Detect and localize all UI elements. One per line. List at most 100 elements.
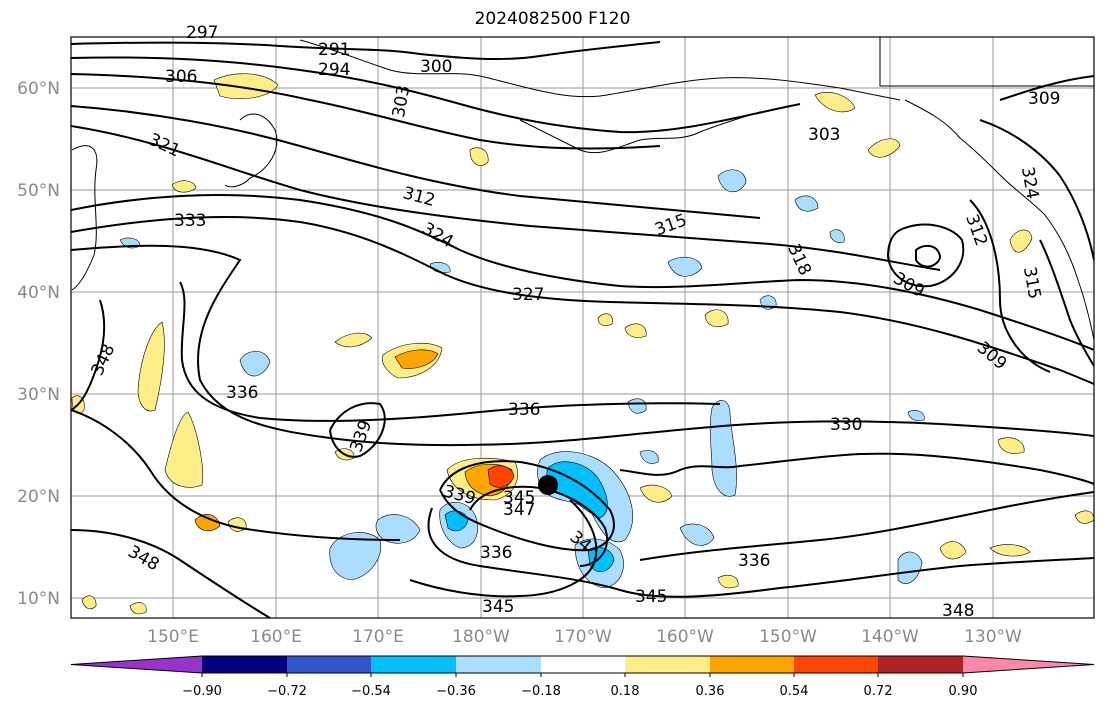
colorbar-tick-label: 0.36	[696, 684, 725, 699]
negative-anomaly-patch	[627, 398, 647, 414]
contour-line	[409, 499, 598, 598]
colorbar-tick-label: −0.54	[351, 684, 391, 699]
positive-anomaly-patch	[1074, 510, 1094, 524]
shaded-field	[71, 73, 1094, 615]
contour-line	[71, 105, 761, 219]
map-frame	[70, 36, 1095, 619]
colorbar-segment	[625, 656, 710, 673]
contour-line	[979, 119, 1094, 261]
lon-tick-label: 150°E	[147, 627, 199, 647]
colorbar-tick-label: 0.90	[949, 684, 978, 699]
positive-anomaly-patch	[171, 180, 197, 193]
positive-anomaly-patch	[989, 544, 1031, 557]
contour-label: 306	[165, 67, 197, 87]
positive-anomaly-patch	[81, 595, 97, 610]
lat-tick-label: 10°N	[17, 589, 60, 609]
positive-anomaly-patch	[639, 484, 673, 503]
positive-anomaly-patch	[704, 309, 729, 327]
colorbar-tick-label: 0.18	[611, 684, 640, 699]
contour-line	[639, 491, 1094, 561]
coastline-asia	[71, 145, 98, 291]
contour-label: 309	[1028, 89, 1060, 109]
contour-line	[71, 409, 401, 541]
negative-anomaly-patch	[679, 523, 715, 546]
negative-anomaly-patch	[639, 450, 659, 464]
colorbar-segment	[878, 656, 963, 673]
contour-label: 336	[480, 543, 512, 563]
graticule	[71, 37, 1094, 618]
contour-label: 345	[635, 587, 667, 607]
colorbar-ticks	[201, 673, 964, 677]
positive-anomaly-patch	[717, 574, 739, 589]
lon-tick-label: 180°W	[452, 627, 510, 647]
positive-anomaly-patch	[334, 332, 373, 348]
contour-line	[71, 194, 1094, 351]
colorbar-tick-label: 0.54	[780, 684, 809, 699]
lon-tick-label: 170°E	[352, 627, 404, 647]
contour-line	[439, 460, 615, 552]
colorbar-tick-label: 0.72	[864, 684, 893, 699]
colorbar-tick-label: −0.90	[182, 684, 222, 699]
colorbar: −0.90 −0.72 −0.54 −0.36 −0.18 0.18 0.36 …	[70, 655, 1095, 699]
positive-anomaly-core	[394, 349, 439, 369]
contour-line	[71, 529, 271, 618]
negative-anomaly-patch	[794, 195, 819, 212]
contour-label: 303	[808, 125, 840, 145]
contour-line	[427, 507, 1094, 598]
colorbar-extend-max	[963, 656, 1094, 673]
contour-line	[71, 244, 1094, 447]
colorbar-segments	[70, 655, 1095, 674]
map-layers	[71, 37, 1094, 618]
contour-line	[71, 73, 661, 150]
colorbar-tick-label: −0.36	[436, 684, 476, 699]
contour-line	[71, 299, 106, 411]
lat-tick-label: 40°N	[17, 283, 60, 303]
colorbar-segment	[541, 656, 625, 673]
positive-anomaly-patch	[194, 514, 221, 532]
contour-line	[71, 56, 801, 134]
negative-anomaly-patch	[329, 532, 382, 581]
lat-tick-label: 50°N	[17, 181, 60, 201]
contour-label: 336	[508, 400, 540, 420]
positive-anomaly-patch	[137, 321, 165, 412]
coastline-kamchatka	[224, 113, 278, 188]
negative-anomaly-patch	[717, 169, 747, 193]
negative-anomaly-patch	[375, 514, 421, 544]
contour-line	[469, 485, 608, 567]
lon-tick-label: 160°E	[250, 627, 302, 647]
colorbar-tick-label: −0.18	[521, 684, 561, 699]
contour-label: 336	[226, 383, 258, 403]
colorbar-segment	[371, 656, 456, 673]
contour-label: 347	[503, 500, 535, 520]
contour-label: 348	[942, 601, 974, 621]
negative-anomaly-patch	[907, 410, 925, 422]
lat-tick-labels: 10°N 20°N 30°N 40°N 50°N 60°N	[17, 79, 60, 609]
contour-line	[71, 216, 1094, 385]
positive-anomaly-patch	[129, 602, 147, 615]
positive-anomaly-patch	[814, 92, 856, 113]
colorbar-segment	[456, 656, 541, 673]
colorbar-segment	[794, 656, 878, 673]
positive-anomaly-patch	[164, 411, 203, 488]
lon-tick-label: 160°W	[656, 627, 714, 647]
negative-anomaly-patch	[667, 256, 703, 277]
positive-anomaly-patch	[624, 323, 647, 338]
positive-anomaly-patch	[469, 147, 489, 166]
contour-line	[886, 223, 965, 288]
contour-label: 345	[503, 488, 535, 508]
contour-line	[329, 402, 386, 458]
contour-lines	[71, 41, 1094, 618]
lon-tick-label: 140°W	[861, 627, 919, 647]
storm-center-marker	[538, 475, 558, 495]
lon-tick-labels: 150°E 160°E 170°E 180°W 170°W 160°W 150°…	[147, 627, 1022, 647]
positive-anomaly-patch	[867, 138, 901, 158]
contour-label: 336	[738, 551, 770, 571]
positive-anomaly-core	[487, 465, 515, 488]
colorbar-segment	[287, 656, 371, 673]
contour-line	[915, 244, 942, 268]
contour-label: 297	[186, 23, 218, 43]
negative-anomaly-patch	[709, 400, 737, 497]
contour-line	[1039, 239, 1094, 367]
negative-anomaly-patch	[239, 350, 271, 377]
lon-tick-label: 150°W	[759, 627, 817, 647]
